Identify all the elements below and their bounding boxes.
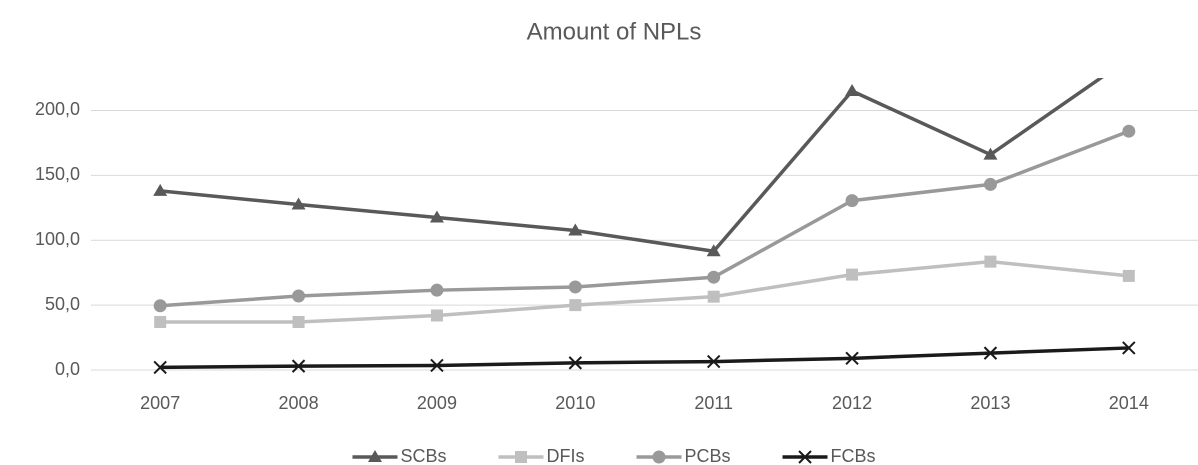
data-point (983, 346, 998, 360)
legend-label: DFIs (547, 446, 585, 465)
data-point (568, 280, 582, 294)
y-tick-label: 50,0 (45, 294, 80, 314)
data-point (1122, 269, 1135, 282)
data-point (429, 210, 444, 223)
plot-area (153, 52, 1136, 375)
legend-label: FCBs (831, 446, 876, 465)
series-line (160, 346, 1129, 370)
x-tick-label: 2012 (832, 393, 872, 413)
chart-title: Amount of NPLs (527, 18, 702, 45)
data-point (291, 197, 306, 210)
x-tick-label: 2013 (970, 393, 1010, 413)
legend-marker (515, 451, 527, 463)
data-point (1122, 52, 1136, 64)
data-point (706, 244, 721, 257)
series-line (160, 129, 1130, 308)
data-point (846, 268, 859, 281)
legend-marker (367, 450, 382, 462)
legend-marker (798, 450, 812, 464)
data-point (706, 354, 721, 369)
data-point (707, 290, 720, 303)
x-tick-label: 2011 (694, 393, 733, 413)
x-tick-label: 2010 (555, 393, 595, 413)
data-point (845, 83, 860, 96)
y-tick-label: 200,0 (35, 99, 80, 119)
data-point (569, 299, 582, 312)
data-point (984, 255, 997, 268)
data-point (291, 359, 306, 373)
x-tick-label: 2008 (279, 393, 319, 413)
legend: SCBs DFIs PCBs FCBs (352, 446, 876, 465)
x-tick-label: 2009 (417, 393, 457, 413)
data-point (707, 270, 721, 284)
series-line (160, 78, 1104, 254)
data-point (154, 315, 167, 328)
data-point (568, 356, 583, 370)
data-point (983, 177, 997, 191)
data-point (153, 183, 168, 196)
data-point (292, 289, 306, 303)
y-tick-label: 150,0 (35, 164, 80, 184)
data-point (292, 315, 305, 328)
data-point (153, 360, 167, 375)
series-line (160, 259, 1129, 324)
y-tick-label: 0,0 (55, 359, 80, 379)
data-point (430, 283, 444, 297)
legend-marker (652, 450, 666, 464)
data-point (983, 147, 998, 160)
y-tick-label: 100,0 (35, 229, 80, 249)
x-tick-label: 2007 (140, 393, 180, 413)
data-point (1122, 124, 1136, 138)
x-tick-label: 2014 (1109, 393, 1149, 413)
data-point (1122, 341, 1136, 355)
data-point (568, 223, 583, 236)
legend-label: PCBs (685, 446, 731, 465)
data-point (430, 358, 444, 373)
legend-label: SCBs (400, 446, 446, 465)
data-point (153, 299, 167, 313)
data-point (430, 309, 443, 322)
data-point (845, 194, 859, 208)
data-point (845, 351, 859, 366)
